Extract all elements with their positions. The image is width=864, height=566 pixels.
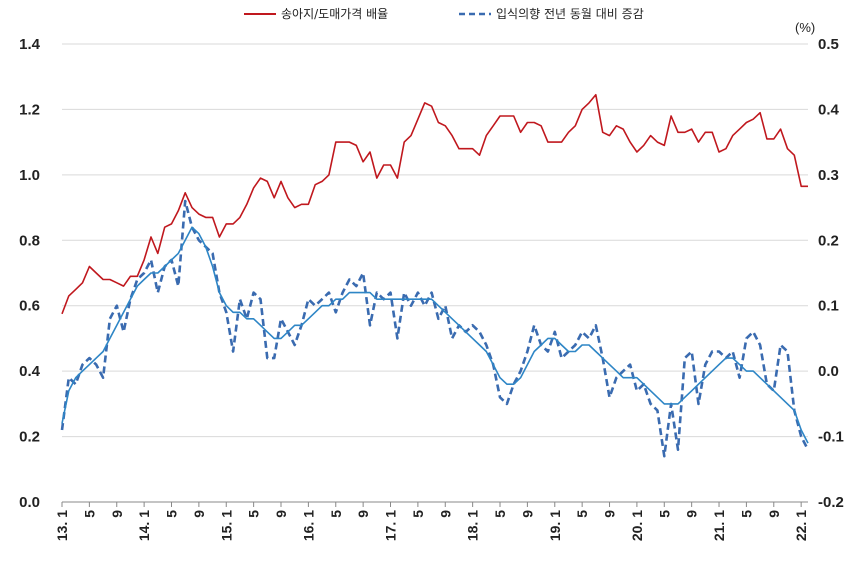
legend-label-ratio: 송아지/도매가격 배율 [281, 7, 388, 21]
right-tick-label: 0.1 [818, 298, 839, 315]
x-tick-label: 15. 1 [218, 510, 234, 541]
right-tick-label: 0.0 [818, 363, 839, 380]
series-line-0 [61, 93, 808, 315]
right-tick-label: 0.3 [818, 167, 839, 184]
left-axis-ticks: 0.0 0.2 0.4 0.6 0.8 1.0 1.2 1.4 [19, 36, 41, 511]
x-tick-label: 9 [273, 510, 289, 518]
x-tick-label: 9 [355, 510, 371, 518]
legend-label-intention: 입식의향 전년 동월 대비 증감 [496, 7, 644, 21]
series-line-1 [60, 199, 810, 458]
left-tick-label: 1.0 [19, 167, 40, 184]
x-tick-label: 5 [81, 510, 97, 518]
x-tick-label: 21. 1 [711, 510, 727, 541]
right-tick-label: 0.2 [818, 232, 839, 249]
right-tick-label: -0.2 [818, 494, 844, 511]
right-tick-label: 0.4 [818, 101, 840, 118]
x-tick-label: 9 [766, 510, 782, 518]
x-tick-label: 18. 1 [465, 510, 481, 541]
series-line-2 [61, 226, 809, 444]
x-axis-ticks: 13. 1 5 9 14. 1 5 9 15. 1 5 9 16. 1 5 9 17. 1 5 9 18. 1… [54, 502, 809, 541]
x-tick-label: 9 [684, 510, 700, 518]
x-tick-label: 9 [437, 510, 453, 518]
x-tick-label: 13. 1 [54, 510, 70, 541]
x-tick-label: 9 [519, 510, 535, 518]
left-tick-label: 0.2 [19, 429, 40, 446]
x-tick-label: 9 [191, 510, 207, 518]
x-tick-label: 16. 1 [300, 510, 316, 541]
left-tick-label: 0.6 [19, 298, 40, 315]
x-tick-label: 5 [492, 510, 508, 518]
left-tick-label: 0.8 [19, 232, 40, 249]
right-tick-label: 0.5 [818, 36, 839, 53]
left-tick-label: 1.4 [19, 36, 41, 53]
left-tick-label: 0.4 [19, 363, 41, 380]
plot-area [60, 93, 810, 458]
right-axis-unit: (%) [795, 20, 815, 35]
x-tick-label: 14. 1 [136, 510, 152, 541]
legend: 송아지/도매가격 배율 입식의향 전년 동월 대비 증감 [244, 7, 644, 21]
x-tick-label: 5 [164, 510, 180, 518]
x-tick-label: 5 [574, 510, 590, 518]
right-axis-ticks: -0.2 -0.1 0.0 0.1 0.2 0.3 0.4 0.5 [818, 36, 844, 511]
left-tick-label: 1.2 [19, 101, 40, 118]
x-tick-label: 17. 1 [383, 510, 399, 541]
x-tick-label: 5 [656, 510, 672, 518]
x-tick-label: 5 [328, 510, 344, 518]
right-tick-label: -0.1 [818, 429, 844, 446]
x-tick-label: 22. 1 [793, 510, 809, 541]
x-tick-label: 5 [410, 510, 426, 518]
x-tick-label: 5 [246, 510, 262, 518]
x-tick-label: 9 [602, 510, 618, 518]
x-tick-label: 5 [738, 510, 754, 518]
x-tick-label: 9 [109, 510, 125, 518]
left-tick-label: 0.0 [19, 494, 40, 511]
x-tick-label: 20. 1 [629, 510, 645, 541]
x-tick-label: 19. 1 [547, 510, 563, 541]
